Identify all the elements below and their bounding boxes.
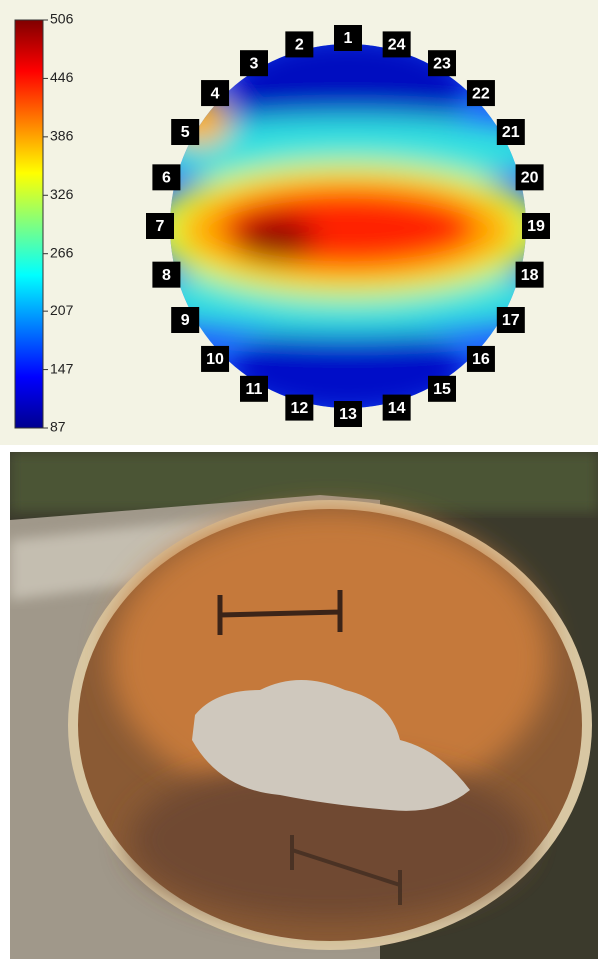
sensor-label: 19	[527, 218, 545, 235]
colorbar-tick-label: 506	[50, 11, 74, 27]
colorbar	[15, 20, 43, 428]
figure: 123456789101112131415161718192021222324 …	[0, 0, 598, 959]
sensor-label: 8	[162, 267, 171, 284]
sensor-label: 17	[502, 312, 520, 329]
log-photo	[10, 452, 598, 959]
colorbar-tick-label: 326	[50, 186, 74, 202]
sensor-label: 2	[295, 37, 304, 54]
sensor-label: 15	[433, 381, 451, 398]
sensor-label: 7	[156, 218, 165, 235]
sensor-label: 1	[344, 30, 353, 47]
sensor-label: 5	[181, 124, 190, 141]
sensor-label: 21	[502, 124, 520, 141]
colorbar-tick-label: 386	[50, 128, 74, 144]
colorbar-tick-label: 147	[50, 360, 74, 376]
sensor-label: 4	[211, 85, 220, 102]
sensor-label: 12	[290, 400, 308, 417]
sensor-label: 23	[433, 55, 451, 72]
sensor-label: 16	[472, 351, 490, 368]
sensor-label: 9	[181, 312, 190, 329]
sensor-label: 10	[206, 351, 224, 368]
sensor-label: 13	[339, 406, 357, 423]
colorbar-tick-label: 266	[50, 244, 74, 260]
sensor-label: 11	[246, 381, 263, 398]
sensor-label: 3	[250, 55, 259, 72]
sensor-label: 24	[388, 37, 406, 54]
sensor-label: 22	[472, 85, 490, 102]
sensor-label: 14	[388, 400, 406, 417]
sensor-label: 20	[521, 170, 539, 187]
sensor-label: 18	[521, 267, 539, 284]
sensor-label: 6	[162, 170, 171, 187]
colorbar-tick-label: 87	[50, 419, 66, 435]
colorbar-tick-label: 207	[50, 302, 74, 318]
colorbar-tick-label: 446	[50, 69, 74, 85]
